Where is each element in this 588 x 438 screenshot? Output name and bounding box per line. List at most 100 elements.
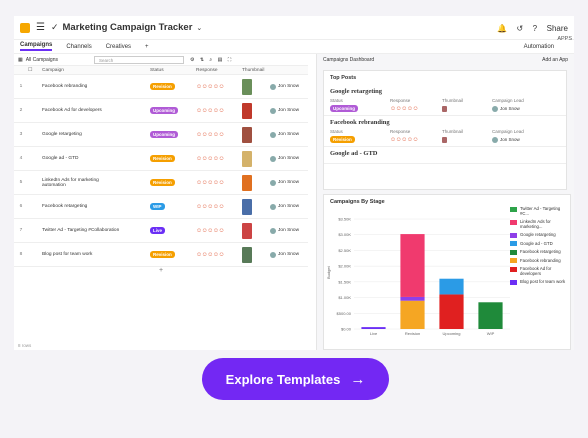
thumbnail-image[interactable] xyxy=(242,198,252,215)
dashboard-title[interactable]: Campaigns Dashboard xyxy=(323,57,375,63)
response-rating[interactable]: ☺☺☺☺☺ xyxy=(196,107,225,114)
thumbnail-image[interactable] xyxy=(242,102,252,119)
toolbar-tools[interactable]: ⚙ ⇅ ⌕ ▤ ⛶ xyxy=(189,56,234,63)
post-name: Facebook rebranding xyxy=(330,119,390,126)
campaign-lead[interactable]: Jon Snow xyxy=(278,180,300,185)
table-row[interactable]: 1 Facebook rebranding Revision ☺☺☺☺☺ Jon… xyxy=(14,75,308,99)
response-rating[interactable]: ☺☺☺☺☺ xyxy=(196,179,225,186)
thumbnail-image[interactable] xyxy=(242,174,252,191)
top-posts-list: Google retargeting Status Response Thumbnai… xyxy=(324,85,566,164)
y-tick-label: $500.00 xyxy=(337,311,352,316)
status-badge[interactable]: Upcoming xyxy=(150,131,178,138)
legend-item[interactable]: Google retargeting xyxy=(510,232,570,238)
legend-item[interactable]: Blog post for team work xyxy=(510,279,570,285)
response-rating[interactable]: ☺☺☺☺☺ xyxy=(196,83,225,90)
add-row-button[interactable]: + xyxy=(158,267,164,274)
automation-button[interactable]: Automation xyxy=(523,43,554,50)
chart-title: Campaigns By Stage xyxy=(330,199,385,205)
status-badge[interactable]: Revision xyxy=(150,155,175,162)
campaign-name[interactable]: Twitter Ad - Targeting #Collaboration xyxy=(42,228,120,233)
campaign-name[interactable]: LinkedIn Ads for marketing automation xyxy=(42,177,99,188)
campaign-name[interactable]: Google ad - GTD xyxy=(42,156,79,161)
campaign-lead: Jon Snow xyxy=(500,106,520,111)
tab-campaigns[interactable]: Campaigns xyxy=(20,42,53,51)
status-badge[interactable]: WIP xyxy=(150,203,165,210)
top-post-item[interactable]: Google retargeting Status Response Thumbnai… xyxy=(324,85,566,116)
app-title[interactable]: Marketing Campaign Tracker xyxy=(62,22,193,33)
campaign-lead[interactable]: Jon Snow xyxy=(278,108,300,113)
legend-item[interactable]: LinkedIn Ads for marketing... xyxy=(510,219,570,229)
status-badge[interactable]: Revision xyxy=(150,251,175,258)
table-row[interactable]: 4 Google ad - GTD Revision ☺☺☺☺☺ Jon Sno… xyxy=(14,147,308,171)
add-app-button[interactable]: Add an App xyxy=(542,57,568,63)
add-tab-icon[interactable]: + xyxy=(145,43,149,50)
campaign-name[interactable]: Blog post for team work xyxy=(42,252,93,257)
response-rating[interactable]: ☺☺☺☺☺ xyxy=(196,131,225,138)
select-all-checkbox[interactable]: ☐ xyxy=(28,67,33,73)
thumbnail-image[interactable] xyxy=(242,222,252,239)
legend-swatch xyxy=(510,232,517,238)
column-header-thumbnail[interactable]: Thumbnail xyxy=(242,67,265,73)
thumbnail-image[interactable] xyxy=(242,126,252,143)
campaign-name[interactable]: Facebook retargeting xyxy=(42,204,88,209)
share-button[interactable]: Share xyxy=(546,23,568,33)
campaign-lead[interactable]: Jon Snow xyxy=(278,228,300,233)
bar-segment[interactable] xyxy=(400,296,425,301)
legend-label: Facebook Ad for developers xyxy=(520,266,552,276)
table-row[interactable]: 2 Facebook Ad for developers Upcoming ☺☺… xyxy=(14,99,308,123)
campaign-lead[interactable]: Jon Snow xyxy=(278,156,300,161)
campaign-lead[interactable]: Jon Snow xyxy=(278,84,300,89)
table-row[interactable]: 8 Blog post for team work Revision ☺☺☺☺☺… xyxy=(14,243,308,267)
explore-templates-button[interactable]: Explore Templates → xyxy=(202,358,389,400)
response-rating[interactable]: ☺☺☺☺☺ xyxy=(196,227,225,234)
bar-segment[interactable] xyxy=(439,294,464,329)
thumbnail-image[interactable] xyxy=(242,78,252,95)
campaign-lead[interactable]: Jon Snow xyxy=(278,252,300,257)
column-header-status[interactable]: Status xyxy=(150,67,164,73)
thumbnail-image[interactable] xyxy=(242,246,252,263)
campaign-lead[interactable]: Jon Snow xyxy=(278,204,300,209)
column-header-campaign[interactable]: Campaign xyxy=(42,67,64,73)
help-icon[interactable]: ? xyxy=(532,23,538,33)
menu-icon[interactable]: ☰ xyxy=(36,22,45,33)
response-rating[interactable]: ☺☺☺☺☺ xyxy=(196,155,225,162)
apps-button[interactable]: APPS xyxy=(557,36,572,42)
legend-item[interactable]: Facebook Ad for developers xyxy=(510,266,570,276)
table-row[interactable]: 3 Google retargeting Upcoming ☺☺☺☺☺ Jon … xyxy=(14,123,308,147)
history-icon[interactable]: ↺ xyxy=(516,23,524,33)
status-badge[interactable]: Live xyxy=(150,227,166,234)
bar-segment[interactable] xyxy=(478,302,503,329)
post-meta-label: Thumbnail xyxy=(442,129,464,134)
view-selector[interactable]: All Campaigns xyxy=(25,56,58,63)
search-input[interactable]: Search xyxy=(93,55,184,64)
table-row[interactable]: 6 Facebook retargeting WIP ☺☺☺☺☺ Jon Sno… xyxy=(14,195,308,219)
campaign-name[interactable]: Facebook Ad for developers xyxy=(42,108,102,113)
chevron-down-icon[interactable]: ⌄ xyxy=(196,24,203,32)
response-rating[interactable]: ☺☺☺☺☺ xyxy=(196,251,225,258)
tab-creatives[interactable]: Creatives xyxy=(105,43,132,50)
table-row[interactable]: 7 Twitter Ad - Targeting #Collaboration … xyxy=(14,219,308,243)
status-badge[interactable]: Upcoming xyxy=(150,107,178,114)
campaign-lead[interactable]: Jon Snow xyxy=(278,132,300,137)
bar-segment[interactable] xyxy=(400,234,425,297)
status-badge[interactable]: Revision xyxy=(150,179,175,186)
bar-segment[interactable] xyxy=(400,300,425,329)
bar-segment[interactable] xyxy=(439,278,464,295)
legend-item[interactable]: Google ad - GTD xyxy=(510,241,570,246)
response-rating[interactable]: ☺☺☺☺☺ xyxy=(196,203,225,210)
bell-icon[interactable]: 🔔 xyxy=(496,23,507,33)
legend-item[interactable]: Twitter Ad - Targeting #C... xyxy=(510,206,570,216)
bar-segment[interactable] xyxy=(361,327,386,329)
legend-item[interactable]: Facebook rebranding xyxy=(510,258,570,263)
column-header-response[interactable]: Response xyxy=(196,67,218,73)
avatar xyxy=(270,107,276,114)
status-badge[interactable]: Revision xyxy=(150,83,175,90)
thumbnail-image[interactable] xyxy=(242,150,252,167)
tab-channels[interactable]: Channels xyxy=(66,43,92,50)
legend-item[interactable]: Facebook retargeting xyxy=(510,249,570,255)
table-row[interactable]: 5 LinkedIn Ads for marketing automation … xyxy=(14,171,308,195)
top-post-item[interactable]: Facebook rebranding Status Response Thumbna… xyxy=(324,116,566,147)
campaign-name[interactable]: Facebook rebranding xyxy=(42,84,88,89)
top-post-item[interactable]: Google ad - GTD xyxy=(324,147,566,164)
campaign-name[interactable]: Google retargeting xyxy=(42,132,82,137)
